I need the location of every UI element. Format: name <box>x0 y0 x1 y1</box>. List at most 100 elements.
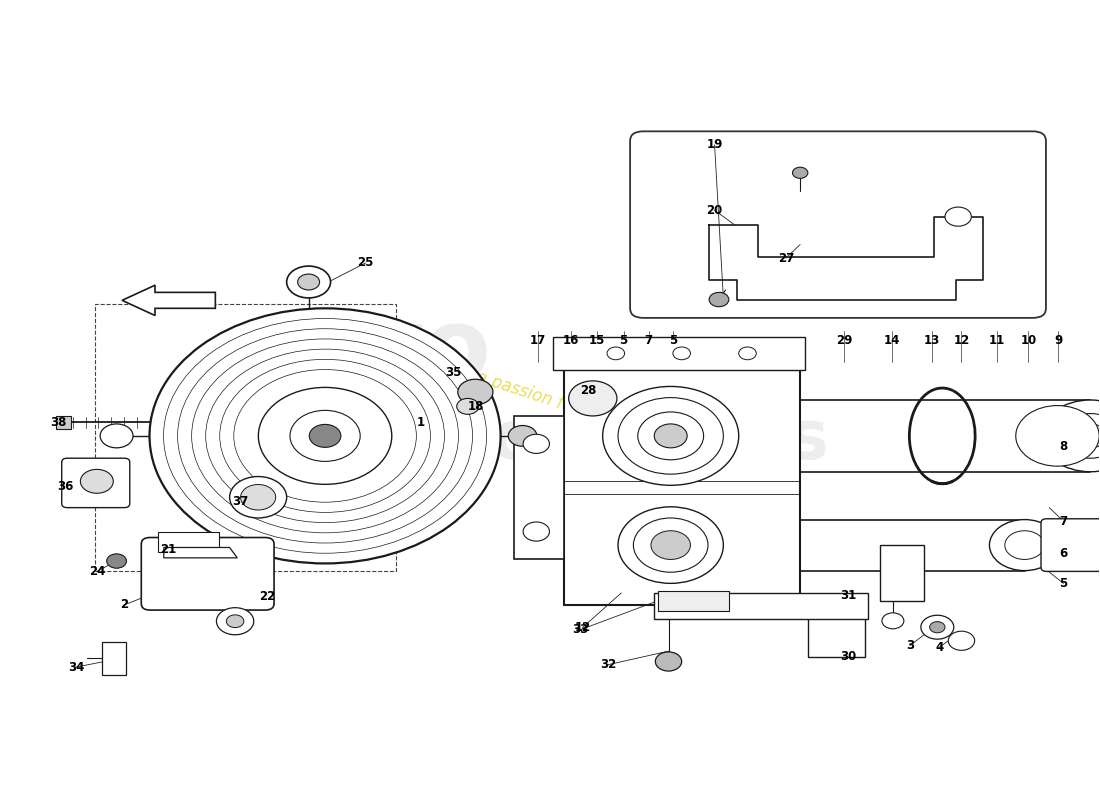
Circle shape <box>309 424 341 447</box>
Text: 22: 22 <box>258 590 275 603</box>
Circle shape <box>569 381 617 416</box>
Circle shape <box>654 424 688 448</box>
Circle shape <box>456 398 478 414</box>
Circle shape <box>651 530 691 559</box>
Circle shape <box>739 347 757 360</box>
Text: euro: euro <box>235 304 492 401</box>
Text: 35: 35 <box>446 366 462 378</box>
Circle shape <box>989 519 1059 570</box>
Text: 31: 31 <box>840 589 857 602</box>
Polygon shape <box>164 547 238 558</box>
Circle shape <box>945 207 971 226</box>
Text: 18: 18 <box>468 400 484 413</box>
Text: 17: 17 <box>530 334 546 346</box>
Text: 5: 5 <box>619 334 628 346</box>
Circle shape <box>603 386 739 486</box>
Circle shape <box>107 554 126 568</box>
FancyBboxPatch shape <box>880 545 924 601</box>
Text: 7: 7 <box>645 334 652 346</box>
Circle shape <box>1074 424 1100 448</box>
Circle shape <box>1041 400 1100 472</box>
Text: 34: 34 <box>68 661 85 674</box>
FancyBboxPatch shape <box>630 131 1046 318</box>
Text: 36: 36 <box>57 479 74 493</box>
Circle shape <box>710 292 729 306</box>
FancyBboxPatch shape <box>658 591 729 611</box>
Circle shape <box>458 379 493 405</box>
FancyBboxPatch shape <box>62 458 130 508</box>
FancyBboxPatch shape <box>158 532 219 552</box>
Circle shape <box>290 410 360 462</box>
Circle shape <box>100 424 133 448</box>
Text: 15: 15 <box>588 334 605 346</box>
Text: 13: 13 <box>924 334 940 346</box>
Text: 33: 33 <box>573 623 588 636</box>
Text: 11: 11 <box>989 334 1004 346</box>
FancyArrow shape <box>122 286 216 315</box>
Circle shape <box>948 631 975 650</box>
Text: 12: 12 <box>954 334 969 346</box>
Text: 16: 16 <box>563 334 579 346</box>
FancyBboxPatch shape <box>807 599 865 657</box>
Circle shape <box>638 412 704 460</box>
Text: 4: 4 <box>935 641 944 654</box>
Text: car parts: car parts <box>491 407 828 473</box>
Text: 38: 38 <box>51 416 67 429</box>
Circle shape <box>634 518 708 572</box>
Circle shape <box>930 622 945 633</box>
Circle shape <box>227 615 244 628</box>
Text: 27: 27 <box>778 251 794 265</box>
Circle shape <box>150 308 501 563</box>
FancyBboxPatch shape <box>654 593 868 619</box>
Circle shape <box>656 652 682 671</box>
Circle shape <box>882 613 904 629</box>
Circle shape <box>792 167 807 178</box>
Text: 3: 3 <box>905 639 914 652</box>
Circle shape <box>524 434 550 454</box>
Circle shape <box>607 347 625 360</box>
FancyBboxPatch shape <box>563 370 800 606</box>
Text: 9: 9 <box>1054 334 1063 346</box>
Circle shape <box>287 266 331 298</box>
Circle shape <box>618 398 724 474</box>
Circle shape <box>298 274 320 290</box>
FancyBboxPatch shape <box>141 538 274 610</box>
Text: 21: 21 <box>160 543 176 556</box>
Text: 37: 37 <box>232 494 249 508</box>
Text: 20: 20 <box>706 204 723 217</box>
Circle shape <box>80 470 113 494</box>
Text: 1: 1 <box>417 416 425 429</box>
Text: 30: 30 <box>840 650 857 663</box>
Circle shape <box>217 608 254 634</box>
FancyBboxPatch shape <box>552 337 805 370</box>
Text: 2: 2 <box>120 598 129 611</box>
Text: 5: 5 <box>669 334 676 346</box>
Text: 24: 24 <box>89 565 104 578</box>
Text: 12: 12 <box>575 621 591 634</box>
Circle shape <box>618 507 724 583</box>
Polygon shape <box>56 416 70 429</box>
Circle shape <box>1004 530 1044 559</box>
Text: 6: 6 <box>1059 546 1068 559</box>
Text: 25: 25 <box>358 256 374 270</box>
Text: 14: 14 <box>884 334 901 346</box>
Circle shape <box>1059 414 1100 458</box>
Text: a passion for parts: a passion for parts <box>474 367 626 433</box>
Text: 7: 7 <box>1059 514 1068 528</box>
Text: 32: 32 <box>600 658 616 671</box>
Circle shape <box>1015 406 1099 466</box>
Polygon shape <box>515 416 563 559</box>
Circle shape <box>921 615 954 639</box>
Circle shape <box>258 387 392 484</box>
Text: 28: 28 <box>580 384 596 397</box>
Text: 10: 10 <box>1021 334 1036 346</box>
Circle shape <box>230 477 287 518</box>
FancyBboxPatch shape <box>1041 518 1100 571</box>
Text: 29: 29 <box>836 334 852 346</box>
Text: 5: 5 <box>1059 577 1068 590</box>
Circle shape <box>673 347 691 360</box>
Circle shape <box>524 522 550 541</box>
Circle shape <box>241 485 276 510</box>
FancyBboxPatch shape <box>102 642 126 675</box>
Text: 19: 19 <box>706 138 723 151</box>
